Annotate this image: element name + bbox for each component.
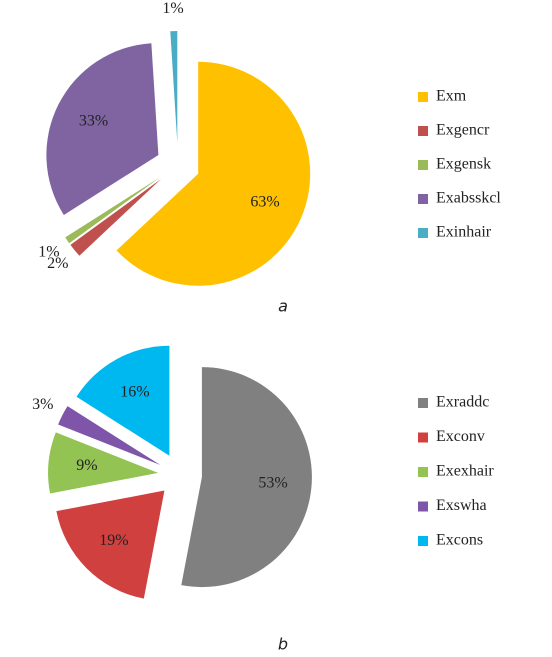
legend-label: Exexhair <box>436 463 494 480</box>
data-label: 53% <box>258 474 287 491</box>
caption: a <box>278 297 288 316</box>
legend-label: Exabsskcl <box>436 190 501 207</box>
data-label: 19% <box>99 532 128 549</box>
data-label: 63% <box>250 193 279 210</box>
pie-slice <box>181 367 312 588</box>
legend-swatch <box>418 160 428 170</box>
data-label: 1% <box>162 0 183 17</box>
legend-label: Exm <box>436 88 467 105</box>
pie-slice <box>170 31 178 144</box>
legend-swatch <box>418 398 428 408</box>
caption: b <box>278 635 288 654</box>
data-label: 3% <box>32 396 53 413</box>
legend-swatch <box>418 467 428 477</box>
legend-label: Exgencr <box>436 122 490 139</box>
pie-slice <box>56 490 165 599</box>
pie-slice <box>70 179 162 256</box>
legend-swatch <box>418 536 428 546</box>
pie-slice <box>116 61 311 286</box>
legend-label: Exraddc <box>436 394 489 411</box>
legend-label: Exgensk <box>436 156 491 173</box>
legend-swatch <box>418 432 428 443</box>
legend-label: Exconv <box>436 428 485 445</box>
data-label: 2% <box>47 255 68 272</box>
data-label: 1% <box>38 243 59 260</box>
pie-slice <box>48 432 159 494</box>
legend-label: Excons <box>436 532 483 549</box>
pie-slice <box>65 177 160 244</box>
legend-label: Exinhair <box>436 224 492 241</box>
legend-swatch <box>418 501 428 512</box>
legend-label: Exswha <box>436 497 487 514</box>
data-label: 16% <box>120 384 149 401</box>
pie-slice <box>76 345 170 456</box>
legend-swatch <box>418 92 428 102</box>
legend-swatch <box>418 126 428 136</box>
data-label: 33% <box>79 113 108 130</box>
pie-slice <box>58 406 161 466</box>
legend-swatch <box>418 228 428 238</box>
data-label: 9% <box>76 457 97 474</box>
legend-swatch <box>418 194 428 204</box>
pie-slice <box>46 43 159 216</box>
